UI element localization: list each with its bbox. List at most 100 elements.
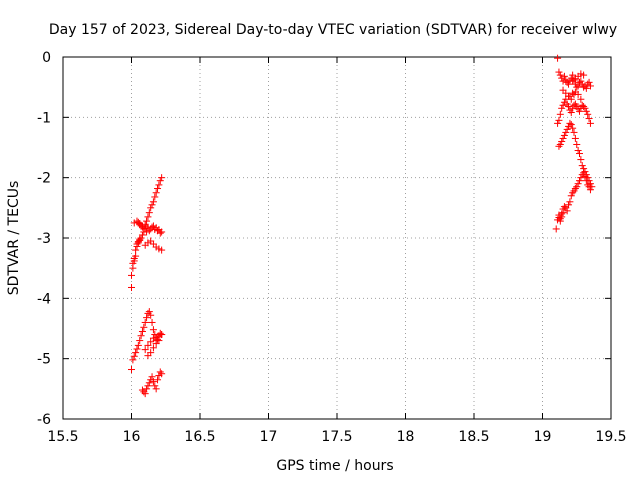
y-axis: 0 -1 -2 -3 -4 -5 -6: [37, 50, 611, 428]
data-point: [128, 271, 135, 279]
data-point: [158, 228, 166, 236]
data-point: [137, 332, 145, 340]
data-point: [156, 229, 164, 237]
data-point: [144, 382, 152, 390]
data-point: [143, 217, 151, 225]
y-tick-label: -6: [37, 412, 51, 428]
data-point: [147, 349, 155, 357]
data-point: [586, 82, 594, 90]
data-point: [570, 76, 578, 84]
data-point: [151, 331, 159, 339]
data-point: [144, 341, 152, 349]
data-point: [569, 71, 577, 79]
data-point: [554, 54, 562, 62]
y-tick-label: -2: [37, 171, 51, 187]
data-point: [129, 356, 137, 364]
data-point: [145, 227, 153, 235]
data-point: [569, 77, 577, 85]
data-point: [136, 337, 144, 345]
data-point: [558, 104, 566, 112]
data-point: [132, 246, 140, 254]
x-tick-label: 17: [260, 429, 278, 445]
data-point: [152, 385, 160, 393]
data-point: [574, 82, 582, 90]
data-point: [144, 213, 152, 221]
data-point: [555, 142, 563, 150]
data-point: [581, 168, 589, 176]
data-point: [556, 217, 564, 225]
data-point: [560, 203, 568, 211]
data-point: [147, 338, 155, 346]
data-point: [147, 204, 155, 212]
data-point: [586, 180, 594, 188]
data-point: [155, 181, 163, 189]
data-point: [580, 102, 588, 110]
data-point: [140, 323, 148, 331]
data-point: [560, 72, 568, 80]
x-tick-label: 19: [534, 429, 552, 445]
data-point: [556, 71, 564, 79]
data-point: [585, 78, 593, 86]
data-point: [137, 234, 145, 242]
data-point: [141, 390, 149, 398]
y-tick-label: -5: [37, 352, 51, 368]
data-point: [554, 119, 562, 127]
data-point: [563, 125, 571, 133]
data-point: [136, 235, 144, 243]
data-point: [573, 83, 581, 91]
data-point: [574, 90, 582, 98]
data-point: [128, 366, 135, 374]
y-tick-label: -4: [37, 291, 51, 307]
x-tick-label: 18.5: [458, 429, 489, 445]
data-point: [148, 201, 156, 209]
data-point: [558, 210, 566, 218]
data-point: [577, 156, 585, 164]
data-point: [145, 308, 153, 316]
data-point: [571, 185, 579, 193]
y-tick-label: 0: [42, 50, 51, 66]
y-tick-label: -3: [37, 231, 51, 247]
data-point: [555, 68, 563, 76]
x-tick-label: 19.5: [595, 429, 626, 445]
data-point: [134, 341, 142, 349]
data-point: [158, 246, 166, 254]
data-point: [574, 147, 582, 155]
y-axis-title: SDTVAR / TECUs: [6, 181, 22, 296]
data-point: [143, 314, 151, 322]
x-tick-label: 17.5: [321, 429, 352, 445]
data-point: [582, 84, 590, 92]
data-point: [151, 193, 159, 201]
data-point: [132, 252, 140, 260]
data-point: [565, 80, 573, 88]
data-point: [149, 378, 157, 386]
data-point: [149, 326, 157, 334]
x-tick-label: 16.5: [184, 429, 215, 445]
data-point: [151, 382, 159, 390]
data-point: [577, 77, 585, 85]
data-point: [585, 177, 593, 185]
data-point: [130, 352, 138, 360]
data-point: [582, 107, 590, 115]
data-point: [580, 165, 588, 173]
data-point: [574, 180, 582, 188]
data-point: [141, 241, 149, 249]
chart-title: Day 157 of 2023, Sidereal Day-to-day VTE…: [49, 22, 617, 38]
data-point: [566, 119, 574, 127]
data-point: [555, 116, 563, 124]
data-point: [143, 385, 151, 393]
x-tick-label: 15.5: [47, 429, 78, 445]
data-point: [588, 183, 596, 191]
data-point: [138, 231, 146, 239]
data-point: [586, 119, 594, 127]
x-tick-label: 16: [123, 429, 141, 445]
data-point: [148, 318, 156, 326]
data-point: [569, 104, 577, 112]
data-point: [552, 225, 560, 233]
data-point: [141, 318, 149, 326]
data-point: [133, 345, 141, 353]
data-point: [155, 337, 163, 345]
data-point: [562, 95, 570, 103]
data-point: [577, 95, 585, 103]
data-point: [582, 171, 590, 179]
